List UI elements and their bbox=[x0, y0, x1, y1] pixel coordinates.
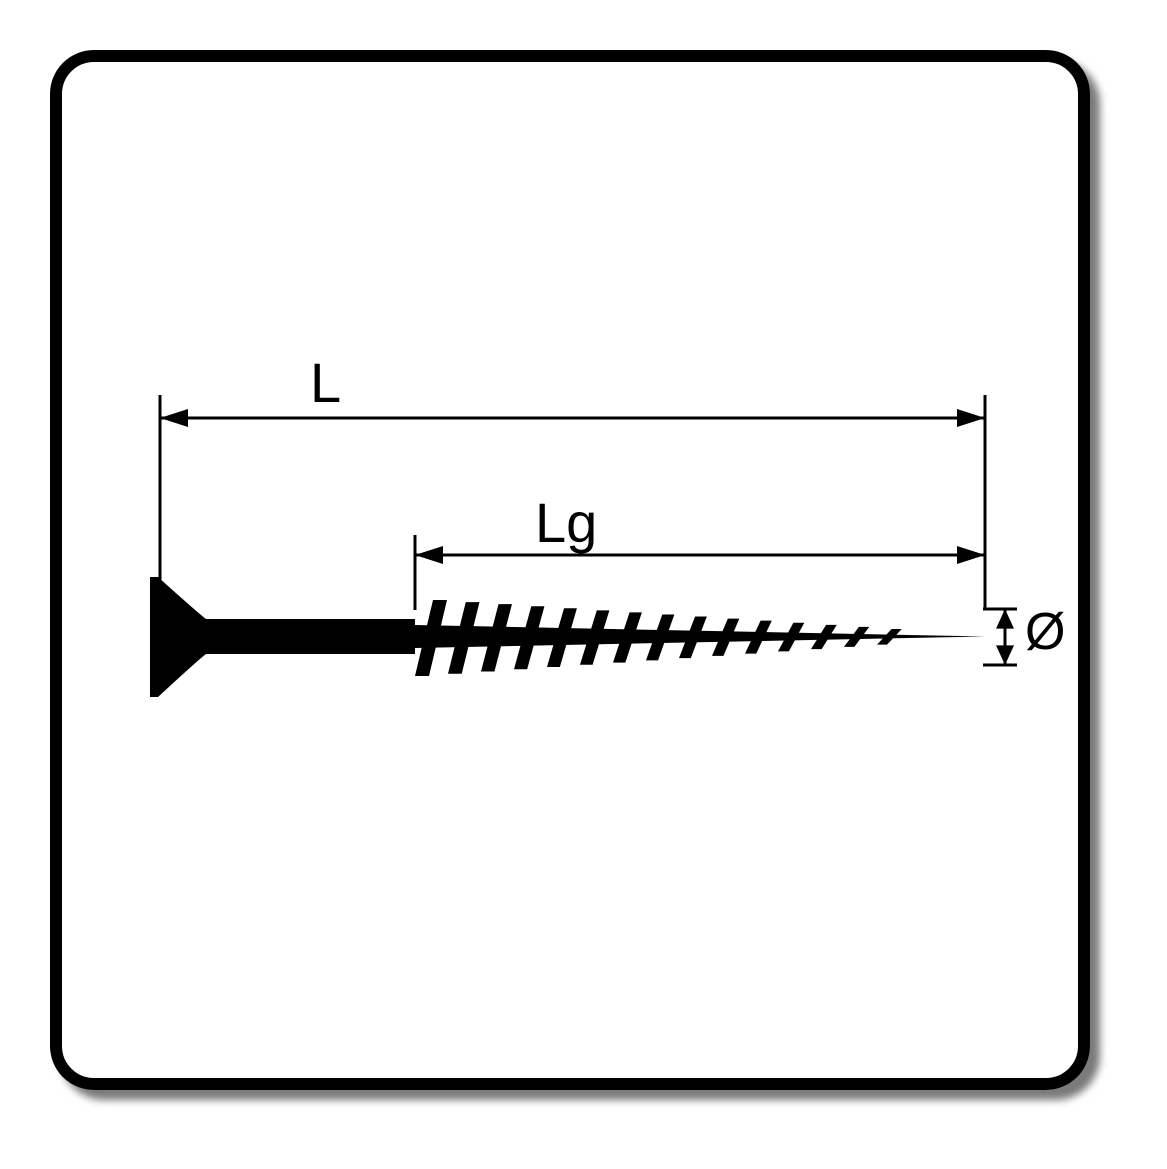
diagram-canvas: L Lg Ø bbox=[0, 0, 1167, 1169]
label-Lg: Lg bbox=[535, 490, 597, 555]
label-diameter: Ø bbox=[1025, 602, 1065, 662]
screw-drawing bbox=[0, 0, 1167, 1169]
label-L: L bbox=[310, 350, 341, 415]
